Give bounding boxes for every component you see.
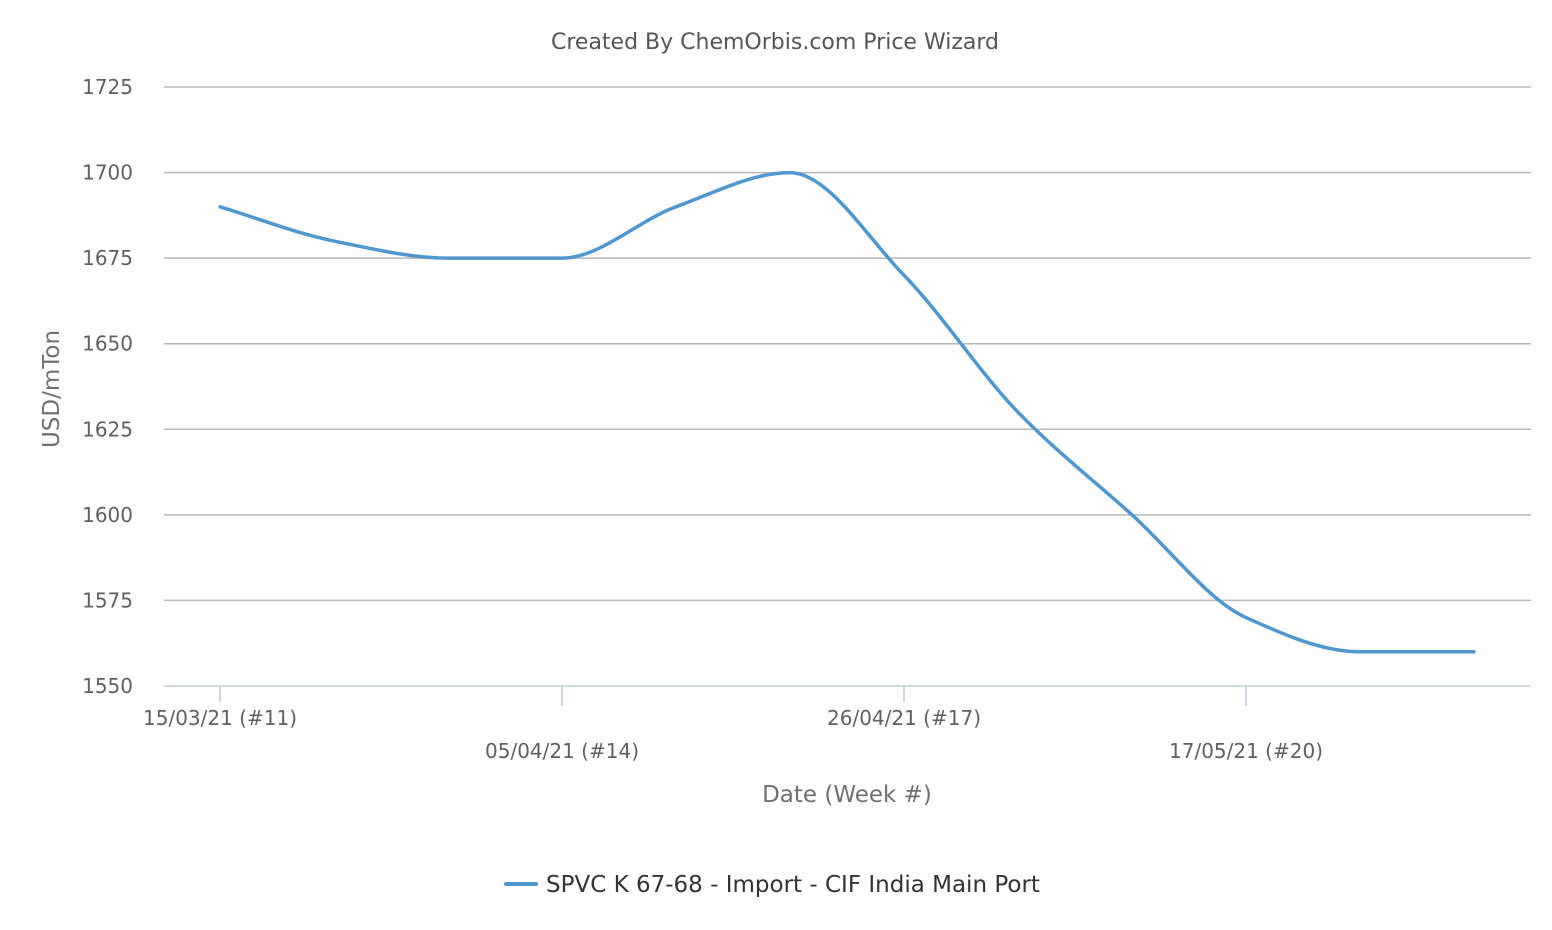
y-axis-title: USD/mTon [39, 330, 65, 448]
x-axis-tick-labels: 15/03/21 (#11) 05/04/21 (#14) 26/04/21 (#1… [143, 706, 1323, 763]
y-tick-label-1550: 1550 [82, 674, 133, 698]
y-tick-label-1675: 1675 [82, 246, 133, 270]
legend-item-label: SPVC K 67-68 - Import - CIF India Main P… [546, 872, 1040, 898]
x-axis-title: Date (Week #) [762, 782, 932, 808]
gridlines [164, 86, 1531, 602]
y-axis-tick-labels: 1725 1700 1675 1650 1625 1600 1575 1550 [82, 75, 133, 698]
x-tick-label: 17/05/21 (#20) [1169, 739, 1323, 763]
x-axis-tick-marks [219, 686, 1247, 706]
x-tick-label: 15/03/21 (#11) [143, 706, 297, 730]
y-tick-label-1600: 1600 [82, 503, 133, 527]
y-tick-label-1725: 1725 [82, 75, 133, 99]
y-tick-label-1625: 1625 [82, 417, 133, 441]
series-layer [218, 170, 1476, 654]
y-tick-label-1575: 1575 [82, 588, 133, 612]
y-tick-label-1650: 1650 [82, 332, 133, 356]
y-tick-label-1700: 1700 [82, 161, 133, 185]
x-tick-label: 05/04/21 (#14) [485, 739, 639, 763]
series-line-0[interactable] [218, 170, 1476, 654]
chart-title: Created By ChemOrbis.com Price Wizard [551, 30, 999, 55]
x-tick-label: 26/04/21 (#17) [827, 706, 981, 730]
legend[interactable]: SPVC K 67-68 - Import - CIF India Main P… [504, 872, 1040, 898]
